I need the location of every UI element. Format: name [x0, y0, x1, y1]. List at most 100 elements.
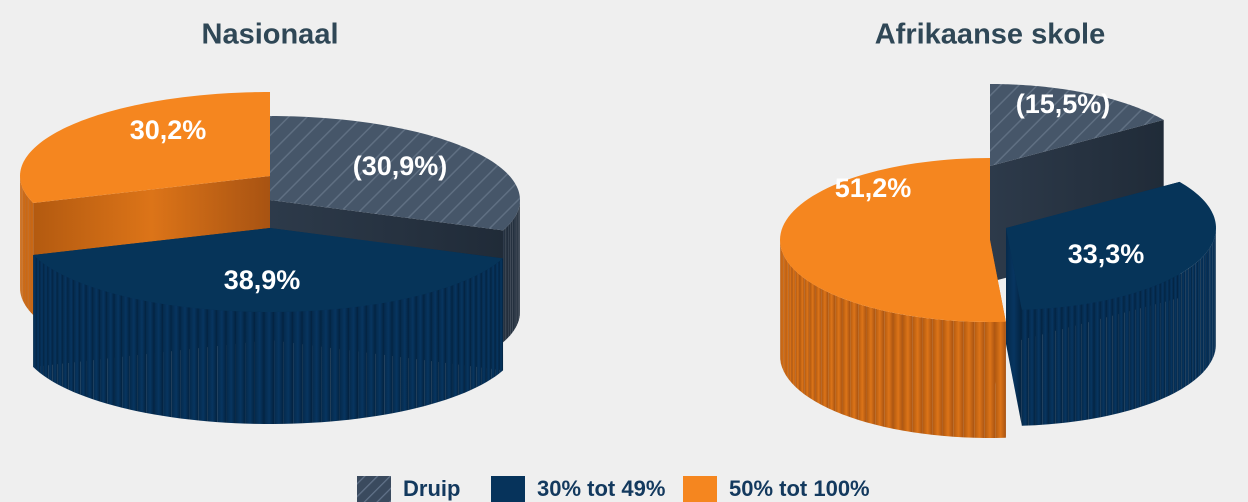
pie-0-side-wall	[171, 305, 181, 419]
pie-1-side-wall	[1181, 270, 1186, 389]
pie-1-side-wall	[815, 285, 822, 406]
pie-0-side-wall	[283, 311, 294, 424]
pie-1-side-wall	[804, 278, 810, 399]
pie-1-side-wall	[953, 320, 964, 438]
pie-0-side-wall	[358, 305, 367, 419]
pie-0-side-wall	[122, 295, 130, 410]
pie-0-side-wall	[445, 285, 453, 400]
pie-0-side-wall	[470, 275, 477, 391]
pie-1-side-wall	[1140, 289, 1146, 407]
pie-0-side-wall	[36, 257, 41, 373]
pie-1-side-wall	[1169, 277, 1174, 396]
pie-0-side-wall	[80, 282, 87, 398]
pie-0-side-wall	[245, 311, 255, 424]
pie-0-side-wall	[458, 280, 465, 396]
pie-1-side-wall	[1165, 279, 1170, 398]
legend-swatch	[357, 476, 391, 502]
pie-0-side-wall	[28, 198, 31, 313]
legend-swatch	[683, 476, 717, 502]
pie-0-side-wall	[226, 310, 236, 424]
pie-1-side-wall	[821, 289, 829, 409]
pie-0-side-wall	[321, 309, 331, 423]
pie-0-side-wall	[100, 289, 108, 404]
pie-1-side-wall	[1068, 305, 1076, 423]
pie-1-side-wall	[799, 274, 805, 395]
pie-0-side-wall	[375, 302, 385, 417]
pie-1-side-wall	[1042, 308, 1049, 425]
pie-0-side-wall	[40, 260, 44, 376]
pie-0-side-wall	[107, 291, 115, 406]
pie-0-data-label: (30,9%)	[353, 151, 448, 181]
pie-0-side-wall	[25, 193, 28, 308]
pie-1-side-wall	[974, 321, 985, 438]
pie-0-side-wall	[312, 310, 322, 423]
pie-1-side-wall	[1214, 235, 1216, 355]
pie-1-side-wall	[932, 318, 943, 436]
pie-0-side-wall	[264, 311, 275, 424]
legend-label: Druip	[403, 476, 460, 501]
pie-0-side-wall	[476, 272, 482, 388]
pie-1-data-label: 51,2%	[835, 173, 912, 203]
pie-1-side-wall	[984, 321, 996, 438]
pie-1-side-wall	[893, 312, 903, 431]
pie-1-side-wall	[835, 295, 843, 415]
pie-1-side-wall	[1106, 298, 1113, 416]
pie-0-side-wall	[114, 293, 123, 408]
pie-1-side-wall	[1081, 303, 1089, 421]
pie-1-side-wall	[1215, 232, 1216, 352]
pie-1-side-wall	[902, 314, 913, 433]
pie-1-cut-face	[1006, 228, 1022, 426]
pie-1-side-wall	[1062, 306, 1069, 423]
pie-1-side-wall	[1207, 248, 1210, 368]
pie-1-side-wall	[1200, 256, 1204, 375]
pie-0-side-wall	[499, 258, 504, 374]
pie-1-side-wall	[1203, 253, 1206, 373]
pie-0-side-wall	[274, 311, 284, 424]
pie-0-side-wall	[180, 306, 190, 420]
pie-1-side-wall	[795, 271, 800, 391]
pie-1-side-wall	[866, 306, 876, 425]
pie-1-side-wall	[1129, 292, 1136, 411]
pie-1-side-wall	[1118, 295, 1125, 414]
pie-1-side-wall	[1135, 290, 1141, 409]
pie-0-side-wall	[366, 304, 376, 418]
pie-0-side-wall	[452, 283, 459, 398]
pie-1-side-wall	[1212, 240, 1214, 360]
pie-0-side-wall	[22, 188, 24, 303]
pie-1-side-wall	[1209, 245, 1211, 365]
pie-0-side-wall	[137, 299, 147, 413]
pie-1-side-wall	[1088, 302, 1095, 420]
pie-1-side-wall	[1188, 266, 1193, 385]
pie-1-side-wall	[1198, 258, 1201, 378]
pie-1-side-wall	[785, 259, 789, 380]
pie-1-side-wall	[1112, 297, 1119, 415]
pie-1-side-wall	[809, 282, 816, 402]
pie-0-side-wall	[57, 272, 63, 388]
pie-1-side-wall	[1213, 238, 1215, 357]
pie-0-side-wall	[21, 185, 23, 301]
pie-0-side-wall	[52, 269, 58, 385]
pie-1-data-label: (15,5%)	[1016, 89, 1111, 119]
pie-1-side-wall	[1160, 281, 1166, 400]
pie-0-side-wall	[68, 277, 75, 393]
pie-1-side-wall	[791, 267, 796, 388]
pie-1-side-wall	[1195, 261, 1199, 380]
pie-0-side-wall	[163, 303, 172, 418]
pie-0-side-wall	[400, 297, 409, 412]
pie-0-side-wall	[23, 190, 26, 306]
pie-1-side-wall	[782, 251, 784, 372]
pie-1-side-wall	[1210, 243, 1213, 362]
pie-0-side-wall	[254, 311, 265, 424]
pie-0-side-wall	[235, 311, 246, 424]
pie-0-side-wall	[48, 266, 53, 382]
pie-0-side-wall	[512, 218, 515, 333]
pie-0-data-label: 38,9%	[224, 265, 301, 295]
pie-1-side-wall	[1048, 307, 1056, 425]
pie-0-side-wall	[27, 195, 29, 311]
pie-1-side-wall	[1155, 283, 1161, 402]
legend-label: 50% tot 100%	[729, 476, 870, 501]
pie-0-side-wall	[508, 223, 511, 338]
pie-1-side-wall	[1021, 309, 1029, 426]
pie-0-side-wall	[424, 292, 432, 407]
